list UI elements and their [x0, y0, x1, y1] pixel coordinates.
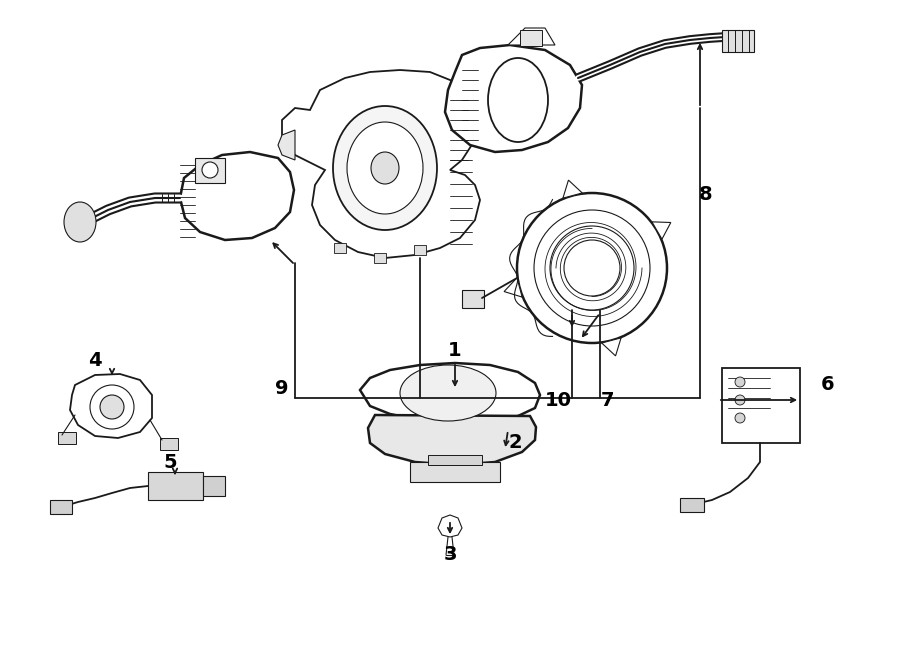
Text: 2: 2 — [508, 434, 522, 453]
Polygon shape — [282, 70, 480, 258]
Circle shape — [100, 395, 124, 419]
Polygon shape — [562, 180, 582, 198]
Polygon shape — [148, 472, 203, 500]
Text: 1: 1 — [448, 340, 462, 360]
Ellipse shape — [488, 58, 548, 142]
Polygon shape — [445, 45, 582, 152]
Ellipse shape — [347, 122, 423, 214]
Circle shape — [550, 226, 634, 310]
Text: 3: 3 — [443, 545, 456, 564]
Polygon shape — [180, 152, 294, 240]
Text: 5: 5 — [163, 453, 176, 471]
Circle shape — [90, 385, 134, 429]
Polygon shape — [360, 363, 540, 422]
Polygon shape — [722, 368, 800, 443]
Text: 7: 7 — [601, 391, 615, 410]
Circle shape — [517, 193, 667, 343]
Text: 10: 10 — [544, 391, 572, 410]
Polygon shape — [334, 243, 346, 253]
Polygon shape — [160, 438, 178, 450]
Polygon shape — [195, 158, 225, 183]
Text: 8: 8 — [699, 186, 713, 204]
Circle shape — [564, 240, 620, 296]
Polygon shape — [652, 222, 670, 239]
Polygon shape — [374, 253, 386, 263]
Circle shape — [735, 413, 745, 423]
Circle shape — [534, 210, 650, 326]
Polygon shape — [50, 500, 72, 514]
Polygon shape — [602, 338, 621, 356]
Polygon shape — [462, 290, 484, 308]
Polygon shape — [722, 30, 754, 52]
Text: 4: 4 — [88, 350, 102, 369]
Circle shape — [735, 395, 745, 405]
Ellipse shape — [400, 365, 496, 421]
Polygon shape — [428, 455, 482, 465]
Ellipse shape — [333, 106, 437, 230]
Polygon shape — [410, 462, 500, 482]
Polygon shape — [508, 28, 555, 45]
Polygon shape — [438, 515, 462, 537]
Polygon shape — [520, 30, 542, 46]
Circle shape — [735, 377, 745, 387]
Polygon shape — [414, 245, 426, 255]
Polygon shape — [278, 130, 295, 160]
Ellipse shape — [64, 202, 96, 242]
Polygon shape — [203, 476, 225, 496]
Polygon shape — [680, 498, 704, 512]
Polygon shape — [504, 278, 522, 297]
Text: 9: 9 — [275, 379, 289, 397]
Polygon shape — [70, 374, 152, 438]
Polygon shape — [58, 432, 76, 444]
Ellipse shape — [371, 152, 399, 184]
Text: 6: 6 — [821, 375, 835, 395]
Circle shape — [202, 162, 218, 178]
Polygon shape — [368, 415, 536, 465]
